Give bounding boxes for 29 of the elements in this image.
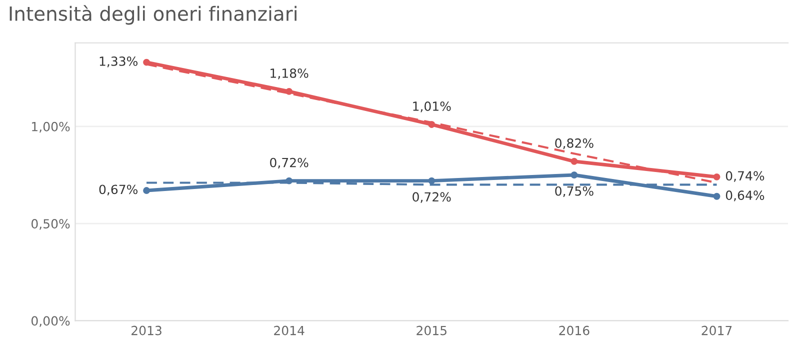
data-label: 0,72% — [270, 158, 308, 169]
y-tick-label: 1,00% — [32, 122, 70, 133]
x-tick-label: 2013 — [132, 326, 162, 336]
data-label: 1,18% — [270, 68, 308, 80]
data-label: 1,01% — [413, 101, 451, 112]
point — [713, 192, 720, 200]
point — [570, 172, 578, 178]
data-label: 0,75% — [555, 186, 594, 198]
point — [713, 173, 720, 180]
y-tick-label: 0,50% — [31, 219, 70, 230]
y-tick-label: 0,00% — [31, 316, 70, 327]
point — [428, 177, 436, 184]
point — [286, 88, 293, 95]
point — [570, 158, 578, 165]
point — [143, 187, 150, 194]
data-label: 0,74% — [726, 171, 764, 182]
point — [143, 58, 150, 66]
point — [286, 177, 293, 184]
data-label: 0,64% — [726, 190, 764, 202]
chart-title: Intensità degli oneri finanziari — [10, 5, 296, 25]
x-tick-label: 2016 — [559, 326, 590, 336]
x-tick-label: 2014 — [274, 326, 304, 336]
x-tick-label: 2015 — [416, 326, 446, 336]
data-label: 1,33% — [100, 56, 138, 68]
point — [428, 121, 436, 128]
data-label: 0,67% — [99, 184, 138, 196]
x-tick-label: 2017 — [702, 326, 732, 336]
data-label: 0,72% — [412, 192, 451, 203]
data-label: 0,82% — [555, 138, 594, 150]
